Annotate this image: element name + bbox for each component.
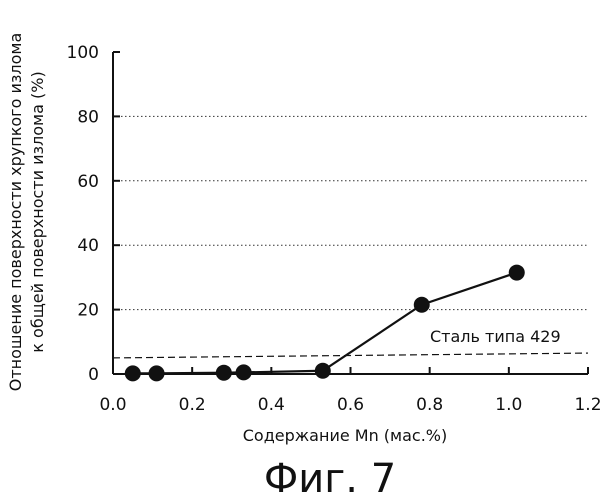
x-tick-label-6: 1.2 — [574, 395, 601, 415]
axes — [112, 51, 589, 375]
y-tick-label-3: 60 — [77, 172, 99, 192]
y-tick-label-5: 100 — [67, 43, 99, 63]
reference-line-label: Сталь типа 429 — [430, 327, 561, 346]
y-tick-label-2: 40 — [77, 236, 99, 256]
reference-line — [112, 352, 589, 359]
data-point-0-3 — [235, 364, 252, 381]
x-tick-label-4: 0.8 — [416, 395, 443, 415]
y-tick-label-0: 0 — [88, 365, 99, 385]
x-axis-label: Содержание Mn (мас.%) — [243, 426, 448, 445]
x-tick-label-1: 0.2 — [179, 395, 206, 415]
data-point-0-5 — [413, 296, 430, 313]
y-tick-label-4: 80 — [77, 107, 99, 127]
x-tick-label-2: 0.4 — [258, 395, 285, 415]
x-tick-label-0: 0.0 — [99, 395, 126, 415]
y-axis-label-line2: к общей поверхности излома (%) — [28, 71, 47, 352]
y-axis-label-line1: Отношение поверхности хрупкого излома — [6, 33, 25, 392]
figure-caption: Фиг. 7 — [264, 456, 396, 500]
data-point-0-6 — [508, 264, 525, 281]
y-tick-label-1: 20 — [77, 301, 99, 321]
x-tick-label-3: 0.6 — [337, 395, 364, 415]
reference-line-group — [112, 352, 589, 359]
series-group — [124, 264, 525, 382]
x-tick-label-5: 1.0 — [495, 395, 522, 415]
series-line-0 — [132, 271, 518, 375]
gridlines — [113, 115, 588, 311]
tick-labels: 0 20 40 60 80 100 0.0 0.2 0.4 0.6 0.8 1.0 1.2 — [67, 43, 602, 415]
data-point-0-4 — [314, 362, 331, 379]
data-point-0-2 — [215, 364, 232, 381]
